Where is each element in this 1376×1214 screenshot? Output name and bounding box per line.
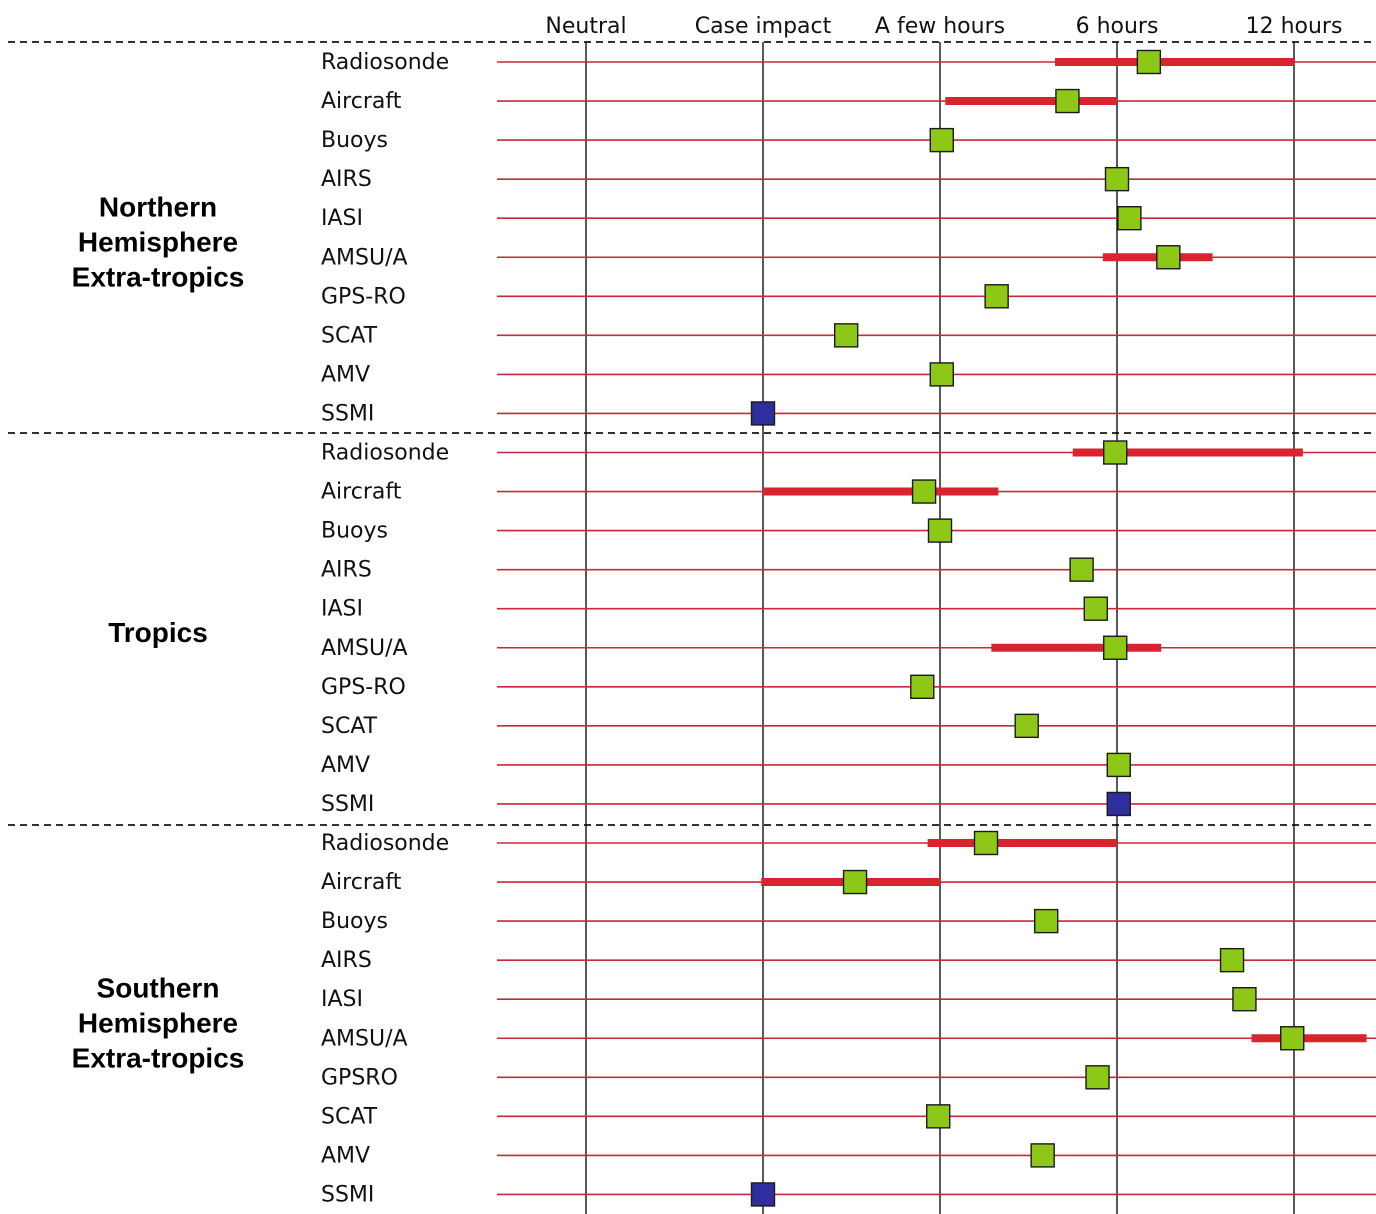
row-label: Buoys [321, 909, 388, 934]
data-point-marker [1055, 88, 1080, 114]
row-label: GPS-RO [321, 284, 406, 309]
data-point-marker [833, 323, 859, 348]
data-point-marker [929, 127, 954, 153]
data-point-marker [1232, 987, 1257, 1012]
region-label-line: Extra-tropics [72, 1043, 245, 1074]
data-point-marker [1033, 908, 1059, 934]
row-label: SSMI [321, 401, 374, 426]
row-label: IASI [321, 987, 363, 1012]
data-point-marker [1014, 713, 1039, 739]
data-point-marker [842, 869, 868, 895]
row-label: Buoys [321, 128, 388, 153]
region-label-line: Tropics [108, 617, 208, 648]
row-label: GPSRO [321, 1065, 398, 1090]
region-label-line: Hemisphere [78, 227, 238, 258]
region-label-line: Extra-tropics [72, 262, 245, 293]
data-point-marker [1106, 752, 1131, 778]
row-label: Radiosonde [321, 441, 449, 466]
data-point-marker [1083, 596, 1108, 621]
region-label-line: Southern [97, 973, 220, 1004]
row-label: SCAT [321, 714, 378, 739]
region-label: Northern Hemisphere Extra-tropics [72, 192, 245, 293]
data-point-marker [1280, 1026, 1305, 1051]
row-label: AMSU/A [321, 1026, 408, 1051]
row-label: AIRS [321, 948, 372, 973]
data-point-marker [911, 479, 937, 504]
row-label: IASI [321, 597, 363, 622]
column-header-label: Neutral [545, 14, 626, 39]
row-label: Aircraft [321, 480, 402, 505]
row-label: Buoys [321, 519, 388, 544]
data-point-marker [929, 362, 954, 387]
region-label-line: Northern [99, 192, 217, 223]
row-label: AMV [321, 1143, 370, 1168]
row-label: SCAT [321, 323, 378, 348]
data-point-marker-blue [750, 1182, 776, 1207]
row-label: AMV [321, 362, 370, 387]
data-point-marker-blue [750, 401, 776, 426]
data-point-marker [1117, 205, 1142, 231]
column-header-label: A few hours [875, 14, 1005, 39]
region-label-line: Hemisphere [78, 1008, 238, 1039]
row-label: Radiosonde [321, 50, 449, 75]
data-point-marker [1085, 1065, 1110, 1090]
data-point-marker [984, 284, 1009, 309]
column-header-label: Case impact [695, 14, 832, 39]
column-header-label: 12 hours [1246, 14, 1343, 39]
row-label: AIRS [321, 558, 372, 583]
row-label: IASI [321, 206, 363, 231]
data-point-marker [1104, 166, 1130, 192]
row-label: SSMI [321, 1182, 374, 1207]
data-point-marker [1156, 245, 1181, 270]
row-label: SCAT [321, 1104, 378, 1129]
row-label: SSMI [321, 792, 374, 817]
row-label: Radiosonde [321, 831, 449, 856]
data-point-marker [1103, 635, 1128, 660]
data-point-marker [973, 830, 999, 856]
data-point-marker [1069, 557, 1094, 582]
data-point-marker [1136, 49, 1162, 75]
data-point-marker [910, 674, 935, 699]
row-label: AMSU/A [321, 636, 408, 661]
region-label: Southern Hemisphere Extra-tropics [72, 973, 245, 1074]
row-label: GPS-RO [321, 675, 406, 700]
row-label: Aircraft [321, 89, 402, 114]
region-label: Tropics [108, 617, 208, 648]
data-point-marker-blue [1106, 791, 1131, 817]
data-point-marker [927, 518, 953, 543]
row-label: Aircraft [321, 870, 402, 895]
data-point-marker [1219, 947, 1245, 973]
data-point-marker [1103, 440, 1128, 465]
row-label: AMV [321, 753, 370, 778]
data-point-marker [1030, 1143, 1055, 1168]
column-header-label: 6 hours [1076, 14, 1159, 39]
row-label: AMSU/A [321, 245, 408, 270]
data-point-marker [926, 1104, 951, 1129]
row-label: AIRS [321, 167, 372, 192]
